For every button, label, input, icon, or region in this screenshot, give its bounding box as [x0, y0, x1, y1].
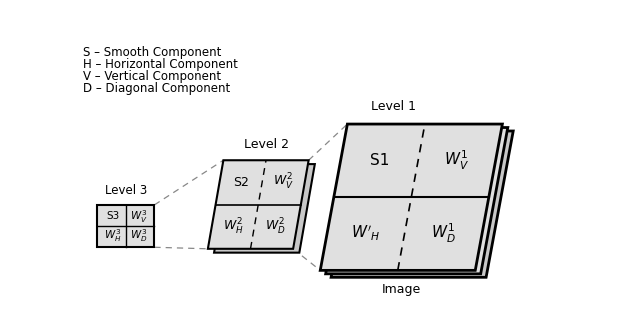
Text: $W^3_H$: $W^3_H$: [104, 227, 122, 244]
Text: $W^1_D$: $W^1_D$: [431, 222, 456, 245]
Text: H – Horizontal Component: H – Horizontal Component: [83, 58, 238, 71]
Text: V – Vertical Component: V – Vertical Component: [83, 70, 221, 83]
Text: Level 2: Level 2: [243, 138, 289, 151]
Text: D – Diagonal Component: D – Diagonal Component: [83, 82, 230, 95]
Text: $W^3_V$: $W^3_V$: [130, 208, 148, 225]
Bar: [97, 205, 154, 247]
Text: $W^3_D$: $W^3_D$: [130, 227, 148, 244]
Text: S2: S2: [233, 176, 249, 189]
Text: $W^2_H$: $W^2_H$: [223, 216, 243, 237]
Text: $W^2_V$: $W^2_V$: [273, 172, 294, 193]
Text: Level 1: Level 1: [371, 100, 417, 113]
Polygon shape: [326, 128, 508, 274]
Text: $W^2_D$: $W^2_D$: [266, 216, 286, 237]
Polygon shape: [320, 124, 502, 270]
Text: S1: S1: [370, 153, 389, 168]
Polygon shape: [331, 131, 513, 277]
Text: Level 3: Level 3: [104, 184, 147, 197]
Text: $W^1_V$: $W^1_V$: [444, 149, 469, 172]
Text: S3: S3: [106, 211, 119, 221]
Text: S – Smooth Component: S – Smooth Component: [83, 46, 221, 58]
Text: Image: Image: [382, 283, 421, 297]
Polygon shape: [208, 160, 308, 249]
Text: $W'_H$: $W'_H$: [351, 224, 381, 243]
Polygon shape: [214, 164, 315, 253]
